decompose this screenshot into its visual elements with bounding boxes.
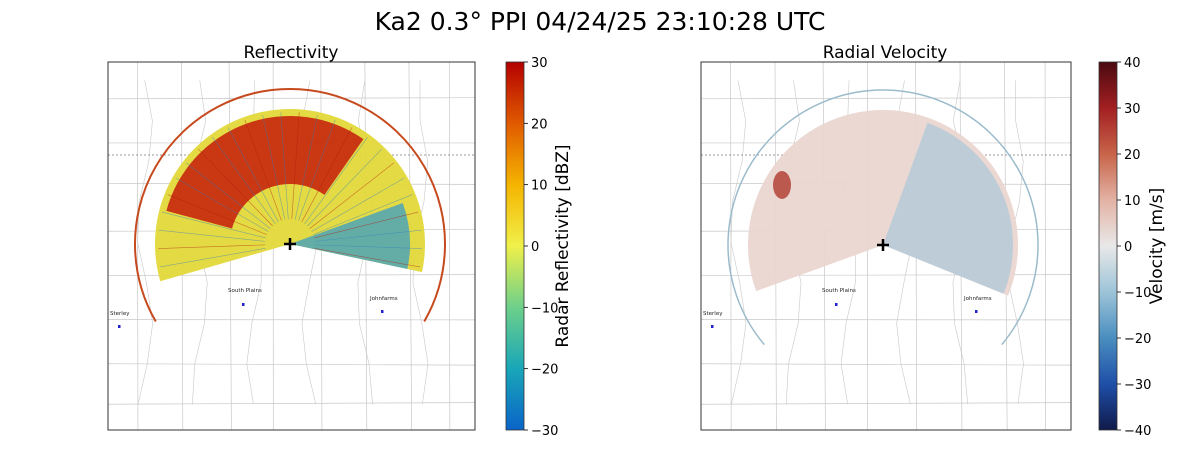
clutter-streak	[314, 211, 419, 239]
clutter-streak	[227, 127, 279, 223]
range-ring	[134, 88, 446, 322]
velocity-outbound-maximum	[773, 171, 791, 199]
clutter-streak	[314, 244, 422, 249]
colorbar-tick-label: 20	[531, 117, 548, 132]
colorbar-tick-label: 40	[1124, 56, 1141, 71]
colorbar-tick-label: 10	[531, 179, 548, 194]
colorbar-tick-label: 10	[1124, 194, 1141, 209]
clutter-streak	[311, 177, 405, 232]
clutter-streak	[314, 229, 422, 242]
clutter-streak	[291, 112, 300, 220]
clutter-streak	[167, 194, 267, 235]
road	[448, 62, 451, 430]
reflectivity-colorbar	[506, 62, 524, 430]
clutter-streak	[298, 119, 336, 221]
road	[701, 97, 1071, 100]
creek-line	[730, 80, 747, 405]
town-label-sterley: Sterley	[703, 311, 723, 317]
velocity-axes-frame	[700, 61, 1072, 431]
road	[108, 97, 475, 100]
clutter-streak	[158, 229, 266, 242]
clutter-streak	[175, 177, 269, 232]
clutter-streak	[161, 211, 266, 239]
clutter-streak	[198, 148, 273, 227]
colorbar-tick-label: −30	[1124, 378, 1151, 393]
clutter-streak	[304, 137, 368, 224]
road	[1044, 62, 1046, 430]
colorbar-tick-label: 20	[1124, 148, 1141, 163]
velocity-map: South Plains Johnfarms Sterley	[701, 62, 1071, 430]
clutter-streak	[244, 119, 282, 221]
range-ring	[727, 89, 1039, 346]
colorbar-tick-label: 0	[531, 240, 539, 255]
figure-title: Ka2 0.3° PPI 04/24/25 23:10:28 UTC	[375, 7, 826, 36]
town-marker	[835, 303, 838, 306]
colorbar-tick-label: −10	[531, 301, 558, 316]
road	[137, 62, 139, 430]
road	[701, 402, 1071, 405]
clutter-streak	[159, 248, 266, 268]
road	[730, 62, 732, 430]
clutter-streak	[212, 137, 276, 224]
clutter-streak	[294, 114, 318, 220]
clutter-streak	[185, 162, 271, 229]
clutter-streak	[309, 162, 395, 229]
clutter-streak	[313, 194, 413, 235]
town-marker	[381, 310, 384, 313]
velocity-colorbar-ticks: 40 30 20 10 0 −10 −20 −30 −40	[1117, 56, 1151, 439]
velocity-colorbar	[1099, 62, 1117, 430]
reflectivity-colorbar-label: Radar Reflectivity [dBZ]	[553, 144, 573, 347]
town-label-south-plains: South Plains	[228, 288, 262, 294]
town-marker	[118, 325, 121, 328]
colorbar-tick-label: 30	[531, 56, 548, 71]
reflectivity-clutter-streaks	[158, 112, 422, 268]
town-label-south-plains: South Plains	[822, 288, 856, 294]
town-marker	[242, 303, 245, 306]
velocity-panel-title: Radial Velocity	[823, 43, 948, 63]
town-marker	[711, 325, 714, 328]
clutter-streak	[301, 127, 353, 223]
town-label-johnfarms: Johnfarms	[369, 296, 398, 302]
velocity-inbound-region	[883, 122, 1013, 294]
clutter-streak	[262, 114, 286, 220]
reflectivity-colorbar-ticks: 30 20 10 0 −10 −20 −30	[524, 56, 558, 439]
clutter-streak	[307, 148, 382, 227]
reflectivity-low-echo-region	[290, 202, 411, 269]
colorbar-tick-label: −40	[1124, 424, 1151, 439]
colorbar-tick-label: −20	[531, 363, 558, 378]
reflectivity-map: South Plains Johnfarms Sterley	[108, 62, 475, 430]
colorbar-tick-label: −30	[531, 424, 558, 439]
road	[108, 363, 475, 366]
road	[701, 363, 1071, 366]
reflectivity-panel-title: Reflectivity	[244, 43, 339, 63]
clutter-streak	[280, 112, 289, 220]
radar-site-marker	[284, 238, 296, 250]
reflectivity-axes-frame	[107, 61, 476, 431]
creek-line	[137, 80, 153, 405]
colorbar-tick-label: −10	[1124, 286, 1151, 301]
clutter-streak	[158, 244, 266, 249]
colorbar-tick-label: 30	[1124, 102, 1141, 117]
reflectivity-high-echo-band	[166, 116, 364, 229]
town-marker	[975, 310, 978, 313]
town-label-johnfarms: Johnfarms	[963, 296, 992, 302]
colorbar-tick-label: 0	[1124, 240, 1132, 255]
colorbar-tick-label: −20	[1124, 332, 1151, 347]
road	[108, 402, 475, 405]
velocity-colorbar-label: Velocity [m/s]	[1147, 188, 1167, 305]
radar-site-marker	[877, 239, 889, 251]
town-label-sterley: Sterley	[110, 311, 130, 317]
clutter-streak	[314, 248, 421, 268]
